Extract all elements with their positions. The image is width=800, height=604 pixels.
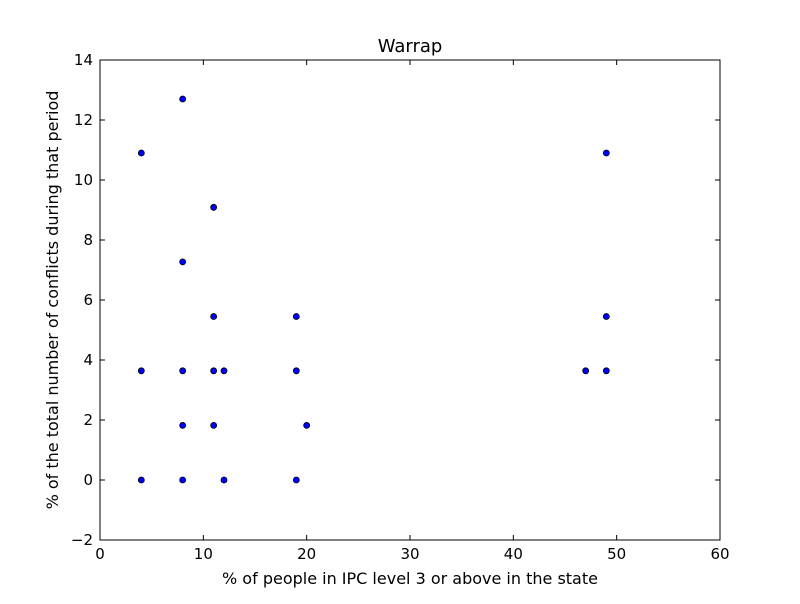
data-point (602, 367, 610, 375)
data-point (179, 476, 187, 484)
data-point (602, 313, 610, 320)
data-point (179, 421, 187, 429)
x-tick-label: 60 (710, 545, 729, 563)
data-point (210, 313, 218, 320)
plot-frame (99, 59, 721, 541)
data-point (179, 367, 187, 375)
data-point (137, 367, 145, 375)
x-axis-ticks: 0 10 20 30 40 50 60 (95, 60, 730, 563)
data-point (220, 476, 228, 484)
data-point (292, 313, 300, 320)
data-point (179, 258, 187, 266)
chart-title: Warrap (378, 36, 443, 57)
data-point (292, 367, 300, 375)
y-axis-label: % of the total number of conflicts durin… (43, 91, 62, 510)
y-tick-label: 0 (83, 471, 93, 489)
data-point (210, 421, 218, 429)
x-tick-label: 20 (297, 545, 316, 563)
y-tick-label: 14 (74, 51, 93, 69)
data-point (179, 95, 187, 103)
x-tick-label: 30 (400, 545, 419, 563)
data-point (602, 149, 610, 157)
data-point (220, 367, 228, 375)
y-tick-label: 4 (83, 351, 93, 369)
data-point (292, 476, 300, 484)
data-point (137, 149, 145, 157)
data-point (137, 476, 145, 484)
x-tick-label: 10 (194, 545, 213, 563)
x-tick-label: 50 (607, 545, 626, 563)
data-point (582, 367, 590, 375)
y-axis-ticks: −2 0 2 4 6 8 10 12 14 (71, 51, 720, 549)
x-axis-label: % of people in IPC level 3 or above in t… (222, 569, 598, 588)
x-tick-label: 40 (504, 545, 523, 563)
y-tick-label: 6 (83, 291, 93, 309)
data-point (210, 203, 218, 211)
x-tick-label: 0 (95, 545, 105, 563)
plot-area (100, 60, 720, 540)
y-tick-label: 12 (74, 111, 93, 129)
data-point (210, 367, 218, 375)
y-tick-label: 8 (83, 231, 93, 249)
y-tick-label: −2 (71, 531, 93, 549)
data-point (303, 421, 311, 429)
data-points (137, 95, 610, 484)
y-tick-label: 10 (74, 171, 93, 189)
y-tick-label: 2 (83, 411, 93, 429)
